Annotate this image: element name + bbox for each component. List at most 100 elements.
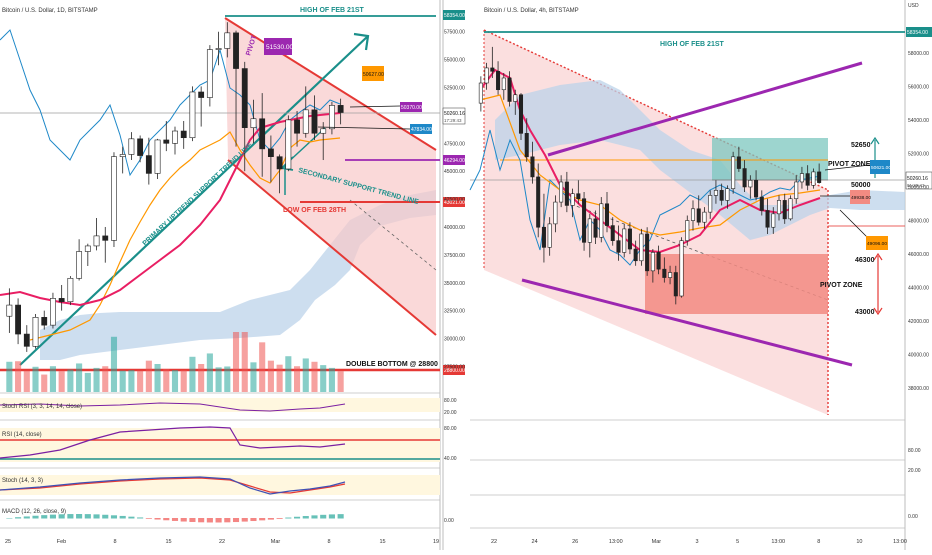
right-candle-body — [776, 200, 782, 215]
right-x-tick: 3 — [695, 539, 698, 545]
left-macd-bar — [232, 518, 240, 523]
left-candle-body — [67, 277, 74, 303]
right-y-tick: 44000.00 — [908, 286, 929, 292]
left-candle-body — [102, 235, 109, 241]
right-x-tick: 8 — [817, 539, 820, 545]
right-candle — [719, 183, 724, 206]
left-macd-bar — [67, 514, 74, 519]
left-volume-bars — [6, 332, 344, 392]
right-candle — [513, 89, 518, 115]
right-candles — [478, 46, 822, 305]
left-volume-bar — [119, 370, 126, 392]
left-y-tick: 30000.00 — [444, 337, 465, 343]
left-volume-bar — [180, 370, 187, 392]
right-candle — [765, 198, 770, 234]
left-y-tick: 37500.00 — [444, 253, 465, 259]
left-chart-panel[interactable]: HIGH OF FEB 21ST PRIMARY UPTREND SUPPORT… — [0, 0, 466, 550]
left-x-tick: Feb — [57, 539, 66, 545]
right-candle-body — [713, 190, 718, 196]
right-candle — [616, 225, 621, 261]
right-candle-body — [679, 240, 684, 297]
right-candle — [696, 195, 701, 226]
left-candle-body — [215, 48, 222, 50]
right-candle — [771, 207, 776, 234]
svg-text:80.00: 80.00 — [908, 448, 921, 454]
svg-text:46294.00: 46294.00 — [444, 158, 465, 164]
right-candle-body — [817, 171, 822, 183]
svg-text:52650: 52650 — [851, 142, 871, 149]
left-y-tick: 52500.00 — [444, 86, 465, 92]
right-candle — [708, 190, 713, 219]
left-macd-bar — [215, 518, 222, 523]
right-chart-panel[interactable]: HIGH OF FEB 21ST PIVOT ZONE PIVOT ZONE 5… — [469, 0, 932, 550]
svg-text:01:29:43: 01:29:43 — [907, 183, 925, 188]
left-x-ticks: 25 Feb 8 15 22 Mar 8 15 19 — [5, 539, 439, 545]
svg-text:MACD (12, 26, close, 9): MACD (12, 26, close, 9) — [2, 509, 66, 515]
left-macd-bar — [180, 518, 187, 522]
left-volume-bar — [198, 364, 205, 392]
left-candle — [285, 115, 292, 172]
left-candle — [267, 135, 274, 183]
left-candle-body — [163, 139, 170, 144]
left-volume-bar — [232, 332, 240, 392]
right-candle — [622, 223, 627, 258]
left-candle-body — [6, 304, 13, 317]
left-volume-bar — [267, 360, 274, 392]
right-candle — [673, 265, 678, 305]
svg-text:47834.00: 47834.00 — [411, 127, 432, 133]
right-candle — [788, 195, 793, 221]
right-candle-body — [530, 156, 535, 178]
left-candle — [206, 45, 213, 107]
left-macd-bar — [145, 518, 152, 519]
left-annotation-low: LOW OF FEB 28TH — [283, 207, 346, 214]
svg-text:17:29:43: 17:29:43 — [444, 118, 462, 123]
right-candle-body — [501, 77, 506, 91]
right-candle-body — [805, 173, 810, 186]
left-volume-bar — [311, 361, 318, 392]
right-candle — [633, 240, 638, 266]
left-candle — [189, 86, 196, 142]
svg-text:50000: 50000 — [851, 182, 871, 189]
right-candle-body — [685, 220, 690, 241]
right-pivot-zone-bottom — [645, 254, 828, 314]
right-candle-body — [794, 181, 799, 200]
right-candle — [553, 195, 558, 233]
left-candle — [224, 22, 231, 58]
right-candle-body — [587, 218, 592, 243]
left-y-tick: 45000.00 — [444, 169, 465, 175]
svg-text:50621.00: 50621.00 — [871, 165, 891, 171]
right-candle — [604, 192, 610, 233]
right-x-tick: 5 — [736, 539, 739, 545]
right-candle-body — [478, 82, 483, 104]
svg-text:46300: 46300 — [855, 257, 875, 264]
left-macd-bar — [276, 518, 283, 519]
right-candle-body — [696, 208, 701, 223]
right-candle-body — [719, 190, 724, 201]
right-price-tags: 50621.00 49938.00 49096.00 — [850, 160, 891, 250]
right-y-tick: 42000.00 — [908, 319, 929, 325]
left-candle-body — [32, 317, 39, 347]
right-candle — [582, 192, 587, 251]
right-x-tick: Mar — [652, 539, 662, 545]
left-macd-bar — [128, 516, 135, 519]
left-volume-bar — [110, 336, 118, 392]
left-candle — [50, 292, 56, 329]
right-candle — [736, 146, 741, 172]
right-candle — [725, 185, 730, 209]
svg-text:RSI (14, close): RSI (14, close) — [2, 432, 42, 438]
svg-text:0.00: 0.00 — [444, 518, 454, 524]
left-candle-body — [206, 49, 213, 98]
left-candle-body — [23, 333, 30, 347]
left-candle-body — [145, 155, 152, 174]
right-candle-body — [553, 201, 558, 225]
left-candle-body — [294, 119, 300, 134]
left-macd-bar — [84, 514, 91, 519]
right-candle — [799, 166, 804, 189]
left-x-tick: 22 — [219, 539, 225, 545]
left-x-tick: Mar — [271, 539, 281, 545]
right-annotation-pivot-top: PIVOT ZONE — [828, 161, 871, 168]
svg-text:50627.00: 50627.00 — [363, 72, 384, 78]
left-macd-bar — [337, 514, 344, 519]
left-candle-body — [302, 109, 309, 134]
